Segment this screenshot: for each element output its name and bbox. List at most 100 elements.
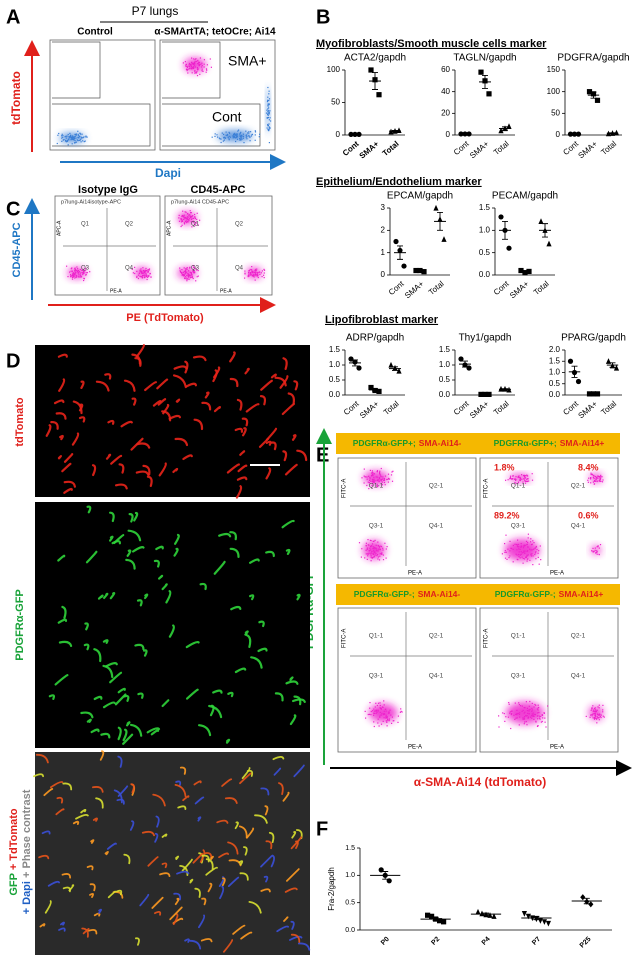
event-dot — [194, 61, 196, 64]
event-dot — [374, 551, 376, 553]
event-dot — [80, 141, 82, 143]
cell-trace — [176, 870, 190, 875]
event-dot — [373, 556, 375, 558]
event-dot — [372, 547, 374, 549]
cell-trace — [290, 836, 303, 850]
event-dot — [268, 104, 270, 106]
cell-trace — [35, 753, 49, 764]
event-dot — [246, 134, 248, 136]
event-dot — [210, 66, 212, 68]
event-dot — [81, 137, 83, 139]
event-dot — [373, 546, 375, 548]
event-dot — [598, 704, 600, 706]
event-dot — [197, 275, 199, 277]
event-dot — [139, 270, 141, 272]
event-dot — [528, 713, 530, 715]
event-dot — [596, 722, 598, 724]
cell-trace — [50, 420, 59, 430]
cell-trace — [39, 923, 46, 928]
event-dot — [537, 552, 539, 554]
event-dot — [529, 548, 531, 550]
cell-trace — [246, 827, 255, 839]
cell-trace — [208, 704, 223, 719]
event-dot — [81, 271, 83, 274]
event-dot — [597, 545, 599, 547]
event-dot — [364, 557, 366, 559]
gate-label: Q2 — [235, 222, 244, 228]
event-dot — [244, 277, 246, 279]
event-dot — [136, 275, 138, 277]
cell-trace — [95, 380, 110, 392]
event-dot — [519, 476, 521, 479]
cell-trace — [232, 924, 246, 935]
event-dot — [544, 721, 546, 723]
event-dot — [263, 274, 265, 276]
event-dot — [366, 476, 368, 478]
event-dot — [520, 546, 523, 548]
event-dot — [236, 135, 238, 137]
event-dot — [138, 272, 140, 275]
cell-trace — [89, 883, 96, 892]
event-dot — [592, 550, 594, 552]
event-dot — [386, 721, 388, 723]
banner-gfp: PDGFRα-GFP-; — [354, 589, 415, 599]
event-dot — [191, 57, 193, 59]
event-dot — [184, 217, 186, 219]
cell-trace — [268, 831, 275, 844]
event-dot — [188, 68, 190, 70]
event-dot — [504, 551, 506, 553]
event-dot — [591, 474, 594, 476]
cell-trace — [274, 692, 284, 702]
event-dot — [74, 270, 76, 272]
event-dot — [253, 274, 255, 276]
cell-trace — [182, 795, 190, 802]
cell-trace — [218, 532, 232, 538]
event-dot — [381, 712, 383, 715]
event-dot — [530, 715, 533, 717]
event-dot — [189, 64, 191, 66]
event-dot — [520, 705, 522, 707]
event-dot — [67, 276, 69, 278]
event-dot — [592, 713, 594, 715]
axis-param: FITC-A — [342, 629, 348, 648]
x-tick-label: Total — [492, 399, 511, 417]
cell-trace — [105, 453, 112, 460]
y-tick-label: 3 — [381, 203, 386, 212]
event-dot — [366, 547, 368, 549]
event-dot — [537, 709, 539, 711]
event-dot — [368, 713, 371, 715]
y-tick-label: 0 — [336, 130, 341, 139]
event-dot — [527, 541, 529, 544]
event-dot — [371, 473, 373, 475]
event-dot — [56, 142, 58, 145]
event-dot — [268, 98, 271, 100]
event-dot — [527, 712, 529, 714]
event-dot — [84, 140, 86, 142]
event-dot — [375, 702, 377, 704]
event-dot — [198, 61, 200, 63]
event-dot — [185, 64, 187, 66]
data-point — [486, 91, 492, 97]
event-dot — [380, 714, 382, 716]
gate-label: SMA+ — [228, 53, 267, 69]
event-dot — [74, 135, 76, 137]
event-dot — [517, 539, 519, 541]
event-dot — [594, 712, 596, 715]
event-dot — [379, 474, 381, 476]
event-dot — [384, 708, 386, 710]
event-dot — [595, 476, 597, 478]
event-dot — [372, 556, 374, 559]
event-dot — [71, 138, 73, 140]
cell-trace — [221, 778, 233, 787]
event-dot — [186, 277, 188, 279]
event-dot — [267, 113, 269, 115]
event-dot — [82, 273, 84, 276]
event-dot — [257, 276, 259, 279]
event-dot — [377, 486, 379, 488]
event-dot — [382, 549, 384, 551]
event-dot — [387, 718, 389, 720]
event-dot — [516, 713, 518, 715]
event-dot — [376, 704, 378, 707]
event-dot — [199, 73, 201, 75]
event-dot — [498, 726, 500, 728]
